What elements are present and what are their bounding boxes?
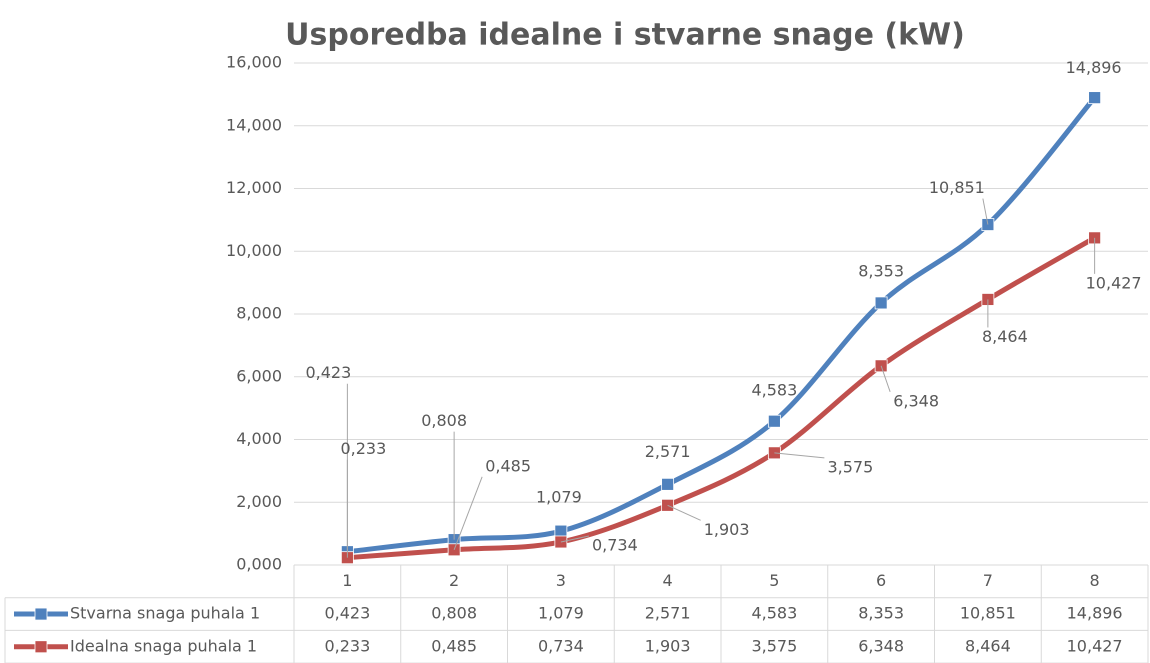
data-label: 1,079 — [536, 488, 582, 507]
y-tick-label: 0,000 — [236, 555, 282, 574]
y-tick-label: 14,000 — [226, 115, 282, 134]
data-label: 10,427 — [1086, 273, 1142, 292]
x-tick-label: 6 — [876, 571, 886, 590]
point-marker — [874, 296, 888, 310]
data-label: 3,575 — [827, 457, 873, 476]
table-cell: 10,427 — [1067, 636, 1123, 655]
y-tick-label: 16,000 — [226, 53, 282, 72]
point-marker — [554, 524, 568, 538]
table-cell: 4,583 — [751, 604, 797, 623]
leader-line — [880, 365, 891, 392]
x-tick-label: 5 — [769, 571, 779, 590]
table-cell: 0,734 — [538, 636, 584, 655]
y-tick-label: 2,000 — [236, 492, 282, 511]
x-tick-label: 8 — [1090, 571, 1100, 590]
table-cell: 14,896 — [1067, 604, 1123, 623]
y-tick-label: 8,000 — [236, 304, 282, 323]
table-cell: 8,353 — [858, 604, 904, 623]
data-label: 0,423 — [305, 363, 351, 382]
y-tick-label: 12,000 — [226, 178, 282, 197]
data-label: 1,903 — [704, 520, 750, 539]
table-cell: 10,851 — [960, 604, 1016, 623]
data-label: 0,485 — [485, 456, 531, 475]
legend-label: Stvarna snaga puhala 1 — [70, 604, 260, 623]
legend-marker — [34, 640, 48, 654]
data-label: 2,571 — [645, 442, 691, 461]
x-tick-label: 1 — [342, 571, 352, 590]
data-label: 10,851 — [929, 178, 985, 197]
table-cell: 0,423 — [324, 604, 370, 623]
series-line — [344, 235, 1098, 561]
leader-line — [982, 198, 989, 225]
y-tick-label: 4,000 — [236, 429, 282, 448]
x-tick-label: 4 — [663, 571, 673, 590]
x-tick-label: 2 — [449, 571, 459, 590]
data-label: 6,348 — [893, 391, 939, 410]
leader-line — [453, 476, 483, 550]
y-tick-label: 10,000 — [226, 241, 282, 260]
data-label: 0,734 — [592, 535, 638, 554]
point-marker — [767, 414, 781, 428]
table-cell: 1,079 — [538, 604, 584, 623]
table-cell: 8,464 — [965, 636, 1011, 655]
x-tick-label: 3 — [556, 571, 566, 590]
table-cell: 6,348 — [858, 636, 904, 655]
x-tick-label: 7 — [983, 571, 993, 590]
data-label: 14,896 — [1066, 58, 1122, 77]
point-marker — [1088, 91, 1102, 105]
leader-line — [560, 535, 589, 543]
data-label: 8,353 — [858, 261, 904, 280]
table-cell: 2,571 — [645, 604, 691, 623]
legend-label: Idealna snaga puhala 1 — [70, 636, 257, 655]
data-label: 4,583 — [751, 381, 797, 400]
data-label: 0,808 — [421, 411, 467, 430]
chart-title: Usporedba idealne i stvarne snage (kW) — [285, 18, 965, 53]
table-cell: 3,575 — [751, 636, 797, 655]
table-cell: 0,485 — [431, 636, 477, 655]
data-label: 8,464 — [982, 327, 1028, 346]
legend-marker — [34, 607, 48, 621]
y-tick-label: 6,000 — [236, 366, 282, 385]
leader-line — [667, 504, 701, 521]
point-marker — [661, 477, 675, 491]
table-cell: 1,903 — [645, 636, 691, 655]
data-label: 0,233 — [340, 439, 386, 458]
leader-line — [774, 452, 825, 459]
table-cell: 0,808 — [431, 604, 477, 623]
table-cell: 0,233 — [324, 636, 370, 655]
